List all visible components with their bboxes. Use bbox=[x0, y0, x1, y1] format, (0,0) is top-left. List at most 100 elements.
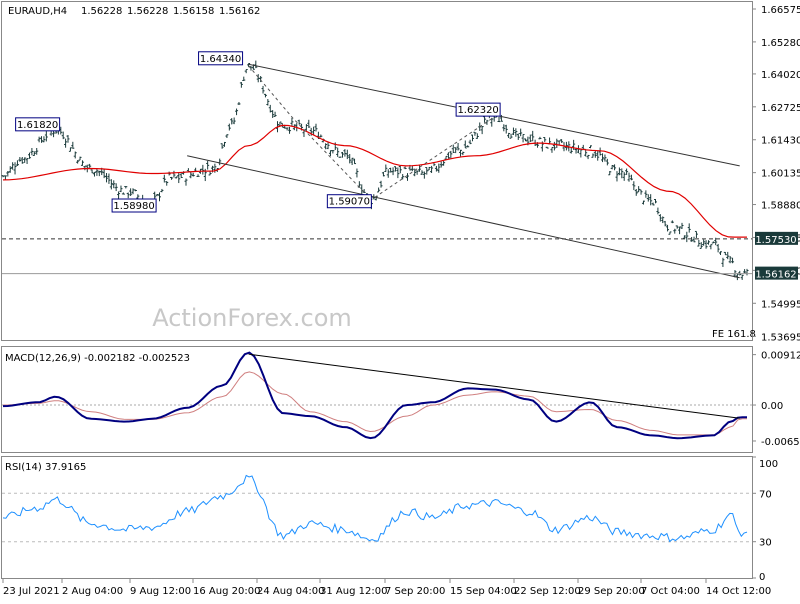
ohlc-bar bbox=[410, 165, 414, 172]
price-annotation-label: 1.58980 bbox=[111, 198, 157, 213]
time-axis-label: 29 Sep 20:00 bbox=[578, 586, 645, 597]
zigzag-line bbox=[248, 65, 495, 201]
price-axis-label: 1.66575 bbox=[761, 5, 800, 16]
ohlc-bar bbox=[654, 198, 658, 204]
ohlc-bar bbox=[466, 145, 470, 148]
ohlc-bar bbox=[731, 257, 735, 264]
header-symbol: EURAUD,H4 bbox=[8, 6, 67, 17]
channel-lower-line bbox=[187, 155, 740, 279]
ohlc-bar bbox=[114, 183, 118, 192]
ohlc-bar bbox=[509, 133, 513, 139]
ohlc-bar bbox=[15, 160, 19, 166]
ohlc-bar bbox=[25, 158, 29, 164]
price-annotation-label: 1.62320 bbox=[455, 102, 501, 117]
ohlc-bar bbox=[735, 273, 739, 281]
ohlc-bar bbox=[288, 126, 292, 134]
ohlc-bar bbox=[719, 251, 723, 255]
ohlc-bar bbox=[418, 165, 422, 172]
ohlc-bar bbox=[434, 165, 438, 172]
ohlc-bar bbox=[336, 147, 340, 157]
ohlc-bar bbox=[406, 173, 410, 181]
ohlc-bar bbox=[711, 241, 715, 244]
ohlc-bar bbox=[422, 171, 426, 179]
ohlc-bar bbox=[97, 170, 101, 177]
ohlc-bar bbox=[107, 173, 111, 184]
time-axis-label: 2 Aug 04:00 bbox=[62, 586, 123, 597]
rsi-line bbox=[2, 474, 748, 543]
ohlc-bar bbox=[90, 169, 94, 174]
ohlc-bar bbox=[105, 173, 109, 183]
svg-text:1.62320: 1.62320 bbox=[457, 105, 498, 116]
ohlc-bar bbox=[307, 119, 311, 128]
watermark: ActionForex.com bbox=[152, 304, 352, 332]
macd-axis-label: 0.00912 bbox=[761, 351, 800, 362]
price-axis-label: 1.62725 bbox=[761, 103, 800, 114]
svg-text:1.57530: 1.57530 bbox=[755, 235, 796, 246]
ohlc-bar bbox=[186, 168, 190, 172]
ohlc-bar bbox=[644, 190, 648, 198]
ohlc-bar bbox=[646, 194, 650, 202]
ohlc-bar bbox=[35, 148, 39, 155]
macd-axis-label: 0.00 bbox=[761, 401, 783, 412]
price-axis-label: 1.64020 bbox=[761, 70, 800, 81]
ohlc-bar bbox=[601, 153, 605, 163]
ohlc-bar bbox=[552, 141, 556, 151]
ohlc-bar bbox=[586, 154, 590, 160]
current-price-label: 1.56162 bbox=[755, 266, 798, 281]
ohlc-bar bbox=[158, 192, 162, 202]
header-open: 1.56228 bbox=[81, 6, 122, 17]
time-axis-label: 22 Sep 12:00 bbox=[514, 586, 581, 597]
ohlc-bar bbox=[271, 110, 275, 118]
macd-axis-label: -0.006506 bbox=[761, 437, 800, 448]
time-axis-label: 23 Jul 2021 bbox=[3, 586, 60, 597]
ohlc-bar bbox=[637, 186, 641, 193]
time-axis-label: 7 Oct 04:00 bbox=[641, 586, 700, 597]
ohlc-bar bbox=[66, 135, 70, 143]
macd-main-line bbox=[2, 351, 747, 440]
macd-trendline bbox=[248, 353, 740, 419]
ohlc-bar bbox=[160, 188, 164, 193]
ohlc-bar bbox=[225, 134, 229, 138]
axis-labels: 1.66575 1.65280 1.64020 1.62725 1.61430 1.601… bbox=[2, 5, 800, 597]
ohlc-bar bbox=[598, 147, 602, 156]
ohlc-bar bbox=[723, 251, 727, 256]
ohlc-bar bbox=[663, 220, 667, 227]
ohlc-bar bbox=[699, 242, 703, 249]
ohlc-bar bbox=[20, 156, 24, 164]
macd-panel-frame bbox=[1, 346, 753, 453]
ohlc-bar bbox=[456, 143, 460, 151]
ohlc-bar bbox=[119, 185, 123, 193]
ohlc-bar bbox=[728, 256, 732, 264]
svg-text:1.58980: 1.58980 bbox=[113, 201, 154, 212]
rsi-panel-frame bbox=[1, 456, 753, 579]
ohlc-bar bbox=[206, 160, 210, 170]
ohlc-bar bbox=[673, 228, 677, 234]
ohlc-bar bbox=[497, 116, 501, 123]
ohlc-bar bbox=[588, 145, 592, 149]
ohlc-bar bbox=[463, 140, 467, 149]
ohlc-bar bbox=[617, 167, 621, 176]
ohlc-bar bbox=[184, 178, 188, 186]
ohlc-bar bbox=[80, 160, 84, 166]
ohlc-bar bbox=[18, 156, 22, 162]
ohlc-bar bbox=[353, 158, 357, 165]
ohlc-bar bbox=[690, 236, 694, 242]
ohlc-bar bbox=[6, 170, 10, 177]
level-label-dashed: 1.57530 bbox=[755, 231, 798, 246]
ohlc-bar bbox=[668, 231, 672, 235]
ohlc-bar bbox=[191, 172, 195, 177]
header-close: 1.56162 bbox=[219, 6, 260, 17]
svg-text:1.64340: 1.64340 bbox=[200, 54, 241, 65]
ohlc-bar bbox=[237, 102, 241, 105]
fib-label: FE 161.8 bbox=[712, 329, 756, 340]
ohlc-bar bbox=[560, 139, 564, 143]
ohlc-bar bbox=[314, 123, 318, 132]
ohlc-bar bbox=[641, 200, 645, 205]
ohlc-bar bbox=[196, 174, 200, 177]
ohlc-bar bbox=[30, 148, 34, 156]
ohlc-bar bbox=[177, 172, 181, 184]
ohlc-bar bbox=[379, 180, 383, 188]
rsi-lines bbox=[2, 474, 748, 543]
ohlc-bar bbox=[73, 151, 77, 159]
